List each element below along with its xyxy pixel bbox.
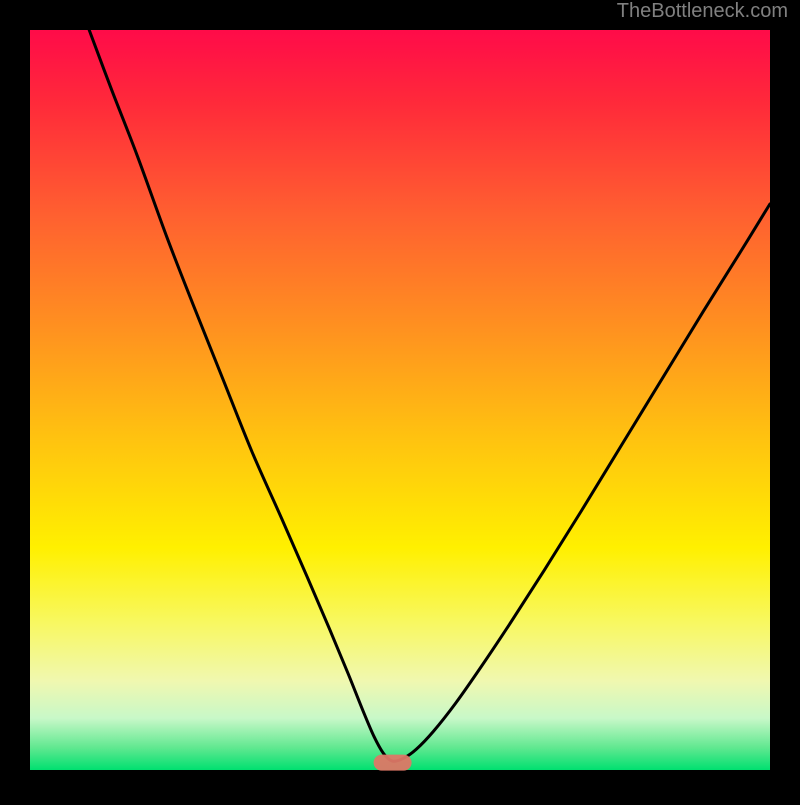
plot-background [30, 30, 770, 770]
chart-container: TheBottleneck.com [0, 0, 800, 800]
watermark-text: TheBottleneck.com [617, 0, 788, 23]
bottleneck-chart [0, 0, 800, 800]
optimal-marker [374, 755, 412, 771]
